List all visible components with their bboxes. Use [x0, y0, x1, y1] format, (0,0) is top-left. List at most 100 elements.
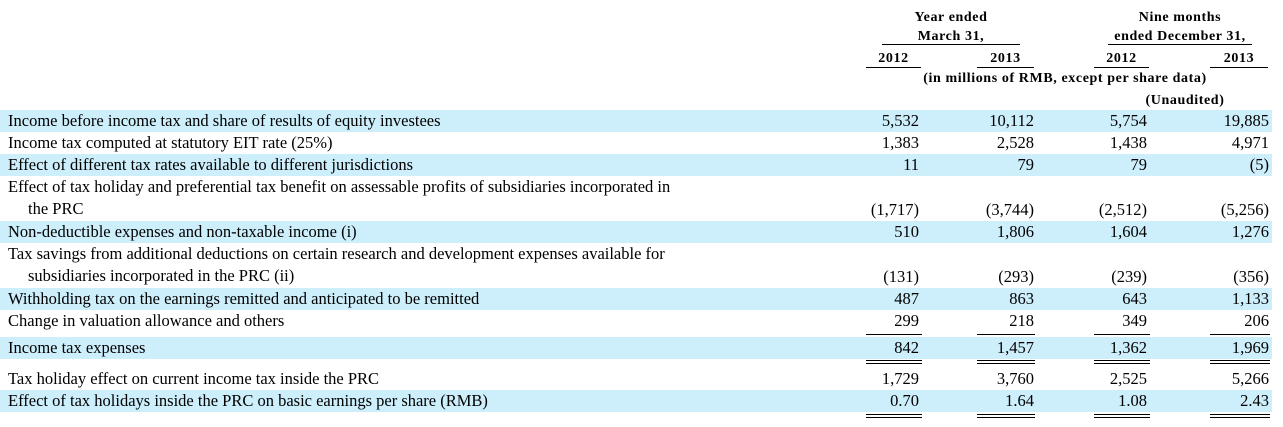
header-nine-months-line1: Nine months [1138, 10, 1222, 25]
cell-value: 218 [1009, 311, 1034, 330]
cell-value: 0.70 [890, 391, 919, 410]
cell-value: 299 [894, 311, 919, 330]
table-row: Tax holiday effect on current income tax… [0, 368, 1283, 390]
cell-value: 2,525 [1109, 369, 1147, 388]
table-row: Change in valuation allowance and others… [0, 310, 1283, 332]
cell-value: 1,604 [1109, 222, 1147, 241]
cell-value: 206 [1244, 311, 1269, 330]
cell-value: 1,133 [1231, 289, 1269, 308]
cell-value: 5,754 [1109, 111, 1147, 130]
cell-value: 349 [1122, 311, 1147, 330]
subtotal-rule [1210, 334, 1270, 335]
cell-value: 1.08 [1118, 391, 1147, 410]
row-label-line1: Tax savings from additional deductions o… [8, 244, 665, 263]
cell-value: 1.64 [1005, 391, 1034, 410]
cell-value: 1,383 [881, 133, 919, 152]
table-row: Effect of tax holidays inside the PRC on… [0, 390, 1283, 412]
cell-value: (5,256) [1220, 200, 1269, 219]
row-label: Change in valuation allowance and others [8, 311, 285, 330]
header-year-ended-line1: Year ended [914, 10, 988, 25]
table-row: Non-deductible expenses and non-taxable … [0, 221, 1283, 243]
table-row: Withholding tax on the earnings remitted… [0, 288, 1283, 310]
subtotal-rule [866, 334, 922, 335]
table-row: Tax savings from additional deductions o… [0, 243, 1283, 288]
cell-value: (293) [998, 267, 1034, 286]
cell-value: 79 [1130, 155, 1148, 174]
row-label: Tax holiday effect on current income tax… [8, 369, 380, 388]
cell-value: (2,512) [1098, 200, 1147, 219]
header-nine-months-label: ended December 31, [1108, 29, 1252, 45]
cell-value: (131) [883, 267, 919, 286]
total-double-rule [1210, 360, 1270, 364]
cell-value: 2.43 [1240, 391, 1269, 410]
header-year-ended-label: March 31, [881, 29, 1021, 45]
total-double-rule [977, 360, 1035, 364]
cell-value: 11 [903, 155, 919, 174]
cell-value: 5,532 [881, 111, 919, 130]
cell-value: 19,885 [1223, 111, 1269, 130]
cell-value: 1,806 [996, 222, 1034, 241]
row-shade [0, 154, 1272, 176]
cell-value: 1,457 [996, 338, 1034, 357]
cell-value: 510 [894, 222, 919, 241]
header-year-2012-b: 2012 [1094, 51, 1149, 68]
row-label: Income before income tax and share of re… [8, 111, 441, 130]
row-label: Effect of different tax rates available … [8, 155, 414, 174]
row-label-line1: Effect of tax holiday and preferential t… [8, 177, 671, 196]
row-label-line2: the PRC [28, 199, 84, 218]
header-nine-months-line2: ended December 31, [1094, 29, 1266, 45]
row-shade [0, 390, 1272, 412]
cell-value: 1,969 [1231, 338, 1269, 357]
cell-value: 5,266 [1231, 369, 1269, 388]
header-units: (in millions of RMB, except per share da… [923, 71, 1207, 86]
cell-value: 1,276 [1231, 222, 1269, 241]
cell-value: 643 [1122, 289, 1147, 308]
table-row: Income tax computed at statutory EIT rat… [0, 132, 1283, 154]
header-year-ended-line2: March 31, [870, 29, 1032, 45]
cell-value: 863 [1009, 289, 1034, 308]
row-label: Tax savings from additional deductions o… [8, 243, 665, 287]
cell-value: (5) [1249, 155, 1269, 174]
header-unaudited: (Unaudited) [1145, 93, 1225, 108]
cell-value: 4,971 [1231, 133, 1269, 152]
eps-double-rule [866, 414, 922, 418]
subtotal-rule [1094, 334, 1150, 335]
cell-value: (239) [1111, 267, 1147, 286]
cell-value: 2,528 [996, 133, 1034, 152]
table-row: Effect of different tax rates available … [0, 154, 1283, 176]
cell-value: 487 [894, 289, 919, 308]
row-label: Effect of tax holidays inside the PRC on… [8, 391, 488, 410]
header-year-2013-a: 2013 [977, 51, 1034, 68]
cell-value: 3,760 [996, 369, 1034, 388]
cell-value: (1,717) [870, 200, 919, 219]
total-double-rule [1094, 360, 1150, 364]
cell-value: (356) [1233, 267, 1269, 286]
row-label: Withholding tax on the earnings remitted… [8, 289, 480, 308]
row-shade [0, 288, 1272, 310]
cell-value: 842 [894, 338, 919, 357]
header-year-2012-a: 2012 [866, 51, 921, 68]
row-shade [0, 337, 1272, 359]
cell-value: 1,438 [1109, 133, 1147, 152]
eps-double-rule [1210, 414, 1270, 418]
cell-value: (3,744) [985, 200, 1034, 219]
eps-double-rule [1094, 414, 1150, 418]
table-row: Effect of tax holiday and preferential t… [0, 176, 1283, 221]
header-year-2013-b: 2013 [1210, 51, 1268, 68]
row-shade [0, 221, 1272, 243]
row-label: Non-deductible expenses and non-taxable … [8, 222, 357, 241]
row-label: Income tax expenses [8, 338, 146, 357]
row-label-line2: subsidiaries incorporated in the PRC (ii… [28, 266, 295, 285]
cell-value: 1,362 [1109, 338, 1147, 357]
cell-value: 79 [1017, 155, 1035, 174]
total-double-rule [866, 360, 922, 364]
table-row: Income before income tax and share of re… [0, 110, 1283, 132]
row-label: Income tax computed at statutory EIT rat… [8, 133, 333, 152]
cell-value: 10,112 [989, 111, 1034, 130]
subtotal-rule [977, 334, 1035, 335]
row-label: Effect of tax holiday and preferential t… [8, 176, 670, 220]
eps-double-rule [977, 414, 1035, 418]
cell-value: 1,729 [881, 369, 919, 388]
row-shade [0, 110, 1272, 132]
table-row: Income tax expenses 842 1,457 1,362 1,96… [0, 337, 1283, 359]
